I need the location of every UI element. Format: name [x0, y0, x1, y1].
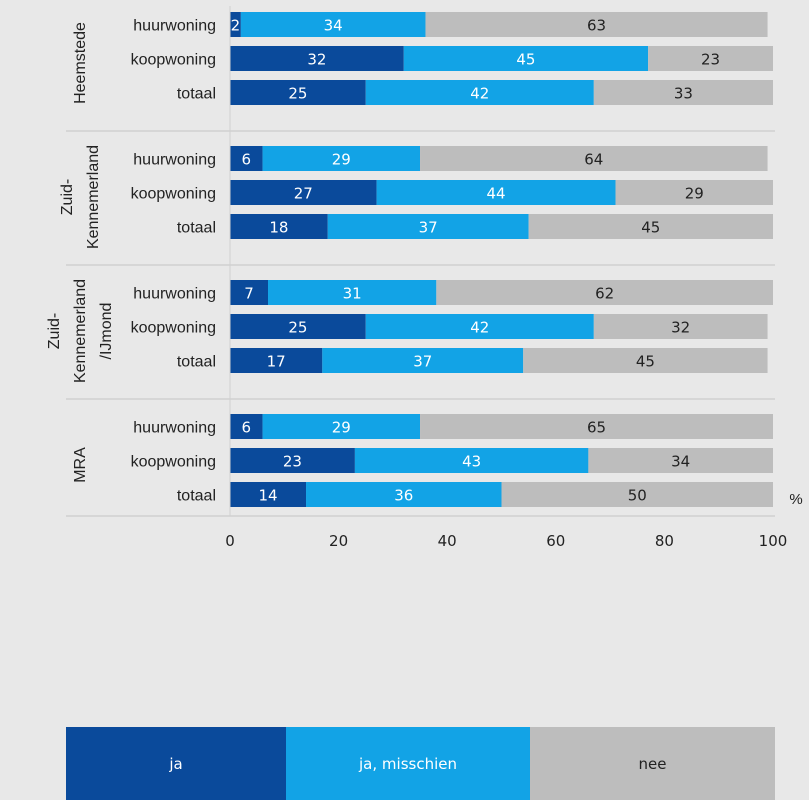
group-label: MRA — [72, 447, 89, 483]
row-label: totaal — [177, 86, 216, 103]
group-label-line: MRA — [72, 447, 89, 483]
data-label: 62 — [595, 285, 614, 303]
data-label: 25 — [288, 85, 307, 103]
data-label: 43 — [462, 453, 481, 471]
data-label: 37 — [413, 353, 432, 371]
row-label: huurwoning — [133, 152, 216, 169]
data-label: 25 — [288, 319, 307, 337]
group-label-line: Heemstede — [72, 22, 89, 104]
data-label: 64 — [584, 151, 603, 169]
group-label-line: Kennemerland — [85, 145, 102, 249]
data-label: 23 — [701, 51, 720, 69]
group-label-line: /IJmond — [98, 303, 115, 360]
x-tick-label: 100 — [759, 532, 788, 550]
data-label: 29 — [332, 419, 351, 437]
x-tick-label: 60 — [546, 532, 565, 550]
x-tick-label: 80 — [655, 532, 674, 550]
data-label: 36 — [394, 487, 413, 505]
data-label: 17 — [267, 353, 286, 371]
data-label: 34 — [671, 453, 690, 471]
data-label: 37 — [419, 219, 438, 237]
stacked-bar-chart: Heemstede huurwoning 2 34 63 koopwoning 32 45 23… — [0, 0, 809, 720]
data-label: 65 — [587, 419, 606, 437]
group-label-line: Zuid- — [59, 179, 76, 215]
group-label-line: Zuid- — [46, 313, 63, 349]
legend-ja-misschien: ja, misschien — [286, 727, 530, 800]
legend-nee: nee — [530, 727, 775, 800]
data-label: 63 — [587, 17, 606, 35]
row-label: totaal — [177, 488, 216, 505]
data-label: 18 — [269, 219, 288, 237]
row-label: koopwoning — [131, 454, 216, 471]
data-label: 42 — [470, 319, 489, 337]
data-label: 32 — [307, 51, 326, 69]
data-label: 31 — [343, 285, 362, 303]
data-label: 42 — [470, 85, 489, 103]
group-label-line: Kennemerland — [72, 279, 89, 383]
data-label: 27 — [294, 185, 313, 203]
data-label: 50 — [628, 487, 647, 505]
row-label: huurwoning — [133, 420, 216, 437]
data-label: 32 — [671, 319, 690, 337]
data-label: 6 — [242, 151, 252, 169]
row-label: totaal — [177, 354, 216, 371]
data-label: 45 — [636, 353, 655, 371]
data-label: 45 — [641, 219, 660, 237]
data-label: 14 — [258, 487, 277, 505]
row-label: koopwoning — [131, 52, 216, 69]
data-label: 29 — [332, 151, 351, 169]
row-label: totaal — [177, 220, 216, 237]
group-label: Zuid- Kennemerland/IJmond — [46, 279, 115, 383]
row-label: huurwoning — [133, 286, 216, 303]
data-label: 2 — [231, 17, 241, 35]
data-label: 6 — [242, 419, 252, 437]
data-label: 33 — [674, 85, 693, 103]
row-label: koopwoning — [131, 186, 216, 203]
legend-ja: ja — [66, 727, 286, 800]
data-label: 7 — [244, 285, 254, 303]
x-tick-label: 40 — [438, 532, 457, 550]
data-label: 29 — [685, 185, 704, 203]
x-tick-label: 20 — [329, 532, 348, 550]
data-label: 44 — [487, 185, 506, 203]
row-label: huurwoning — [133, 18, 216, 35]
legend: ja ja, misschien nee — [66, 727, 775, 800]
data-label: 45 — [516, 51, 535, 69]
group-label: Zuid- Kennemerland — [59, 145, 102, 249]
unit-label: % — [789, 491, 802, 508]
group-label: Heemstede — [72, 22, 89, 104]
x-tick-label: 0 — [225, 532, 235, 550]
data-label: 34 — [324, 17, 343, 35]
data-label: 23 — [283, 453, 302, 471]
row-label: koopwoning — [131, 320, 216, 337]
